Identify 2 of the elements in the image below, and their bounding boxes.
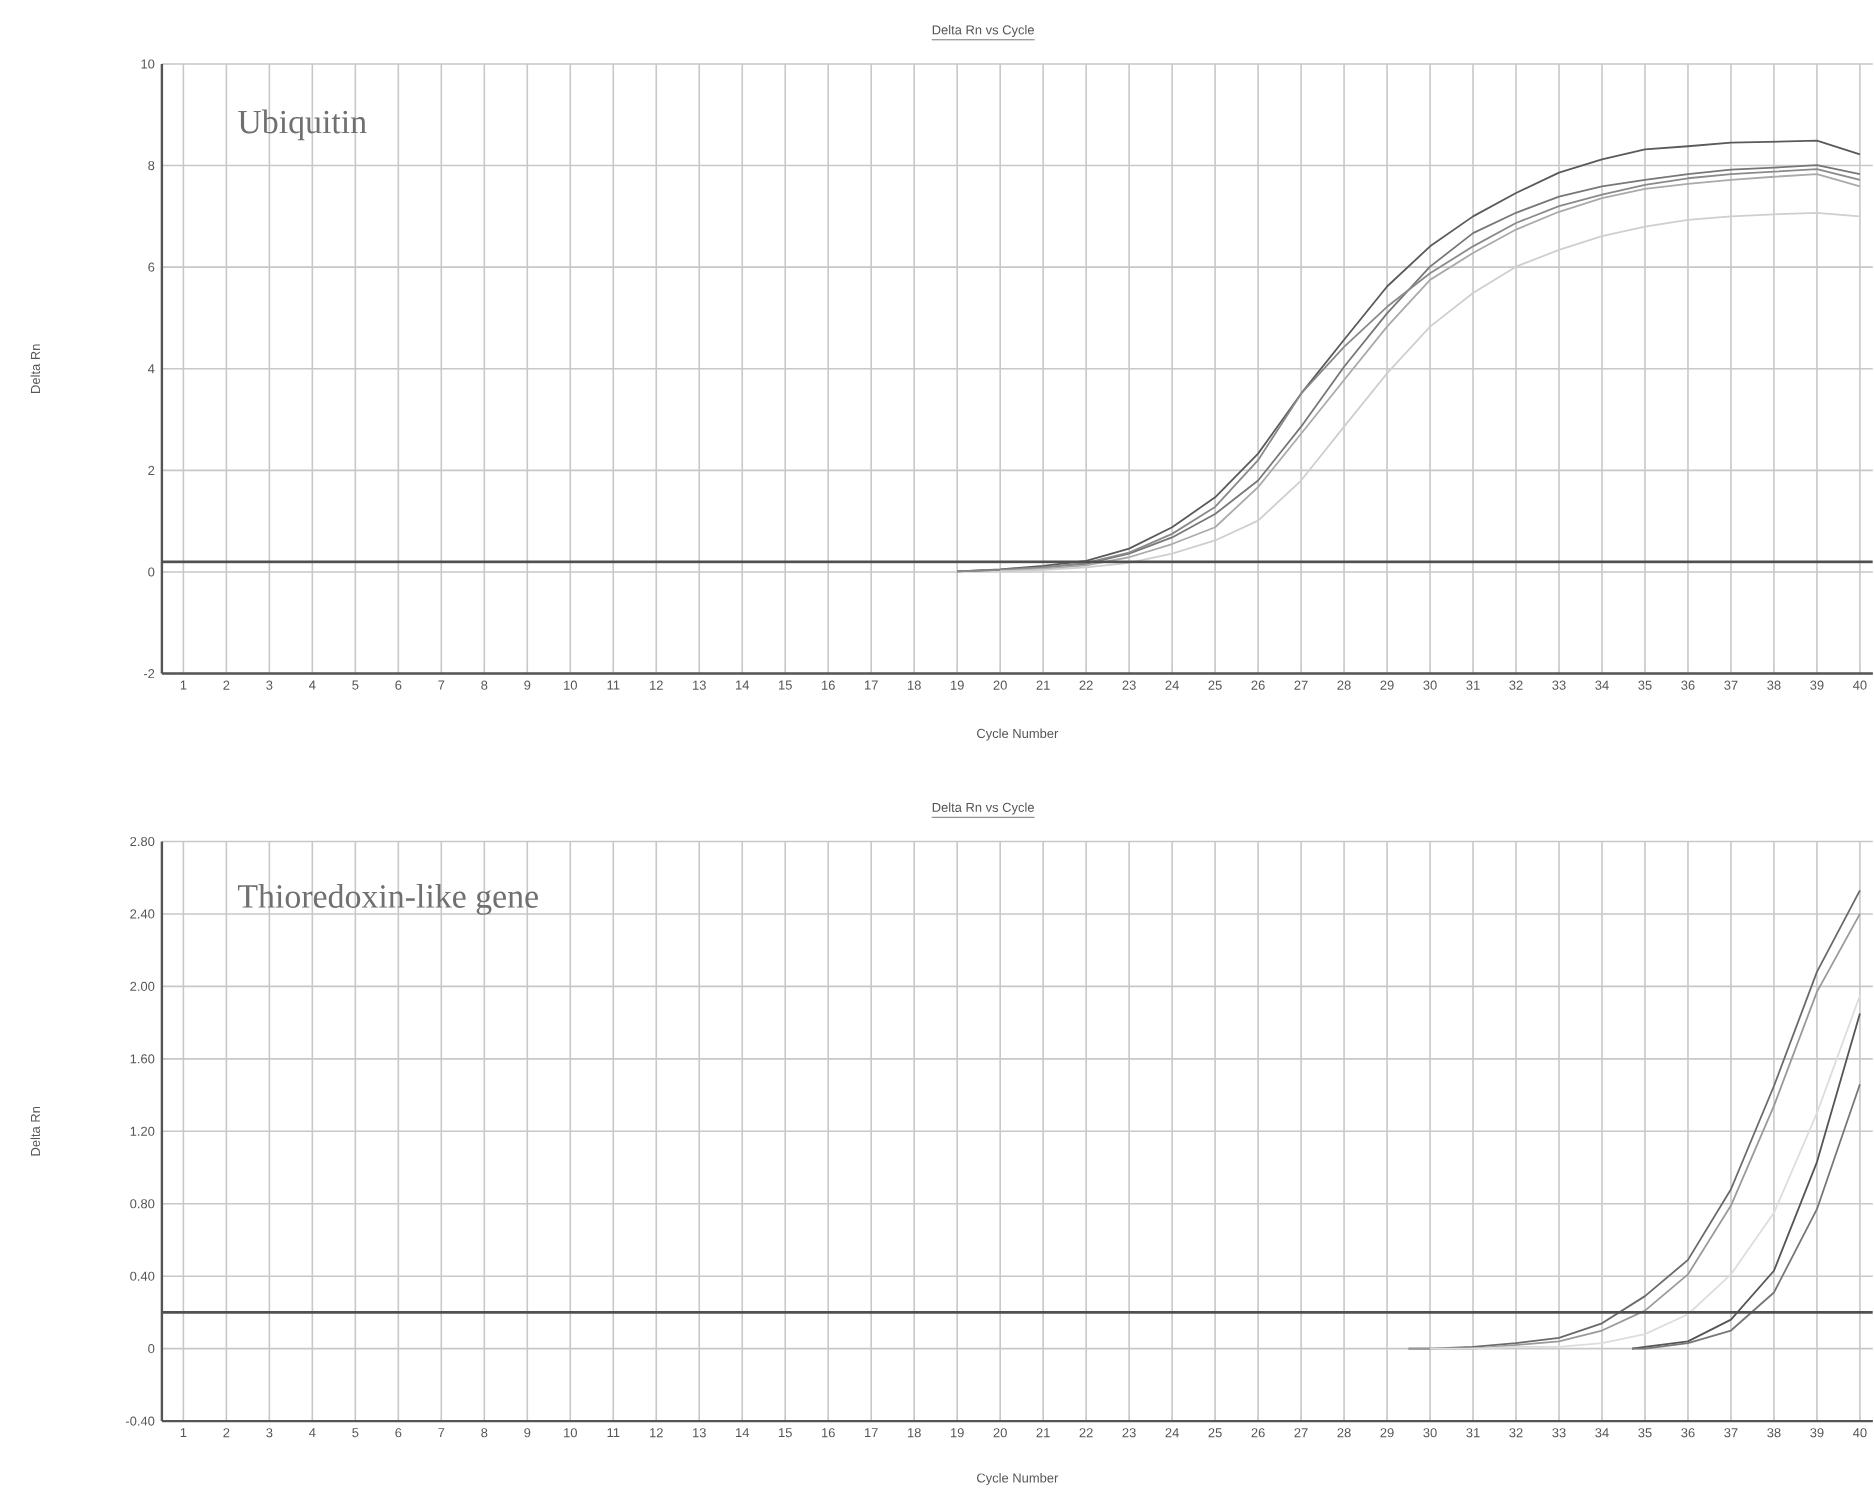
- annotation: Ubiquitin: [238, 109, 367, 141]
- annotation: Thioredoxin-like gene: [237, 884, 538, 915]
